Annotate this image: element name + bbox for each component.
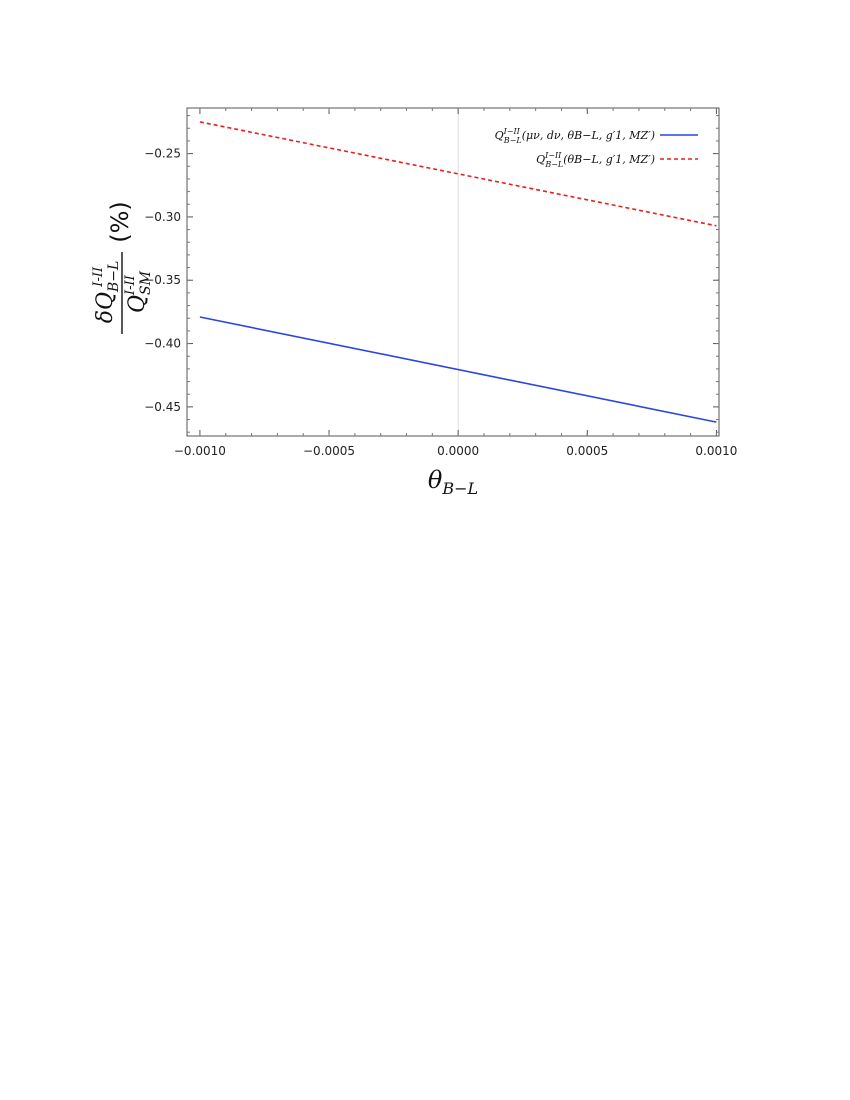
x-title-sub: B−L <box>441 479 478 498</box>
y-axis-denominator: QSMI-II <box>123 270 154 313</box>
legend-label-2: QI−II B−L(θB−L, g′1, MZ′) <box>536 151 655 169</box>
y-num-sup: I-II <box>91 266 106 288</box>
series-line-1 <box>199 316 717 423</box>
x-tick-label: 0.0000 <box>437 444 479 458</box>
y-tick-label: −0.35 <box>144 273 181 287</box>
x-title-main: θ <box>428 466 443 494</box>
x-tick-label: 0.0010 <box>695 444 737 458</box>
legend-entry-2: QI−II B−L(θB−L, g′1, MZ′) <box>536 151 698 169</box>
plot-frame <box>186 107 720 437</box>
y-tick-label: −0.25 <box>144 147 181 161</box>
series-line-2 <box>199 121 717 227</box>
legend-entry-1: QI−II B−L(μν, dν, θB−L, g′1, MZ′) <box>495 127 698 145</box>
y-den-sup: I-II <box>123 274 138 296</box>
y-den-sub: SM <box>138 270 154 295</box>
x-tick-label: −0.0005 <box>303 444 355 458</box>
y-axis-title: δQB−LI-II QSMI-II (%) <box>91 201 154 334</box>
y-tick-label: −0.40 <box>144 337 181 351</box>
y-axis-unit: (%) <box>106 201 134 243</box>
x-axis-title: θB−L <box>428 466 478 498</box>
x-tick-label: 0.0005 <box>566 444 608 458</box>
x-tick-label: −0.0010 <box>174 444 226 458</box>
y-axis-numerator: δQB−LI-II <box>91 261 122 324</box>
y-den-main: Q <box>125 295 150 313</box>
y-num-sub: B−L <box>106 261 122 293</box>
y-num-main: δQ <box>93 292 118 323</box>
legend-label-1: QI−II B−L(μν, dν, θB−L, g′1, MZ′) <box>495 127 655 145</box>
tick-layer: −0.0010 −0.0005 0.0000 0.0005 0.0010 −0.25 −0.… <box>144 108 737 458</box>
series-layer <box>199 121 717 423</box>
y-tick-label: −0.45 <box>144 400 181 414</box>
legend: QI−II B−L(μν, dν, θB−L, g′1, MZ′) QI−II B−… <box>495 127 698 169</box>
y-tick-label: −0.30 <box>144 210 181 224</box>
